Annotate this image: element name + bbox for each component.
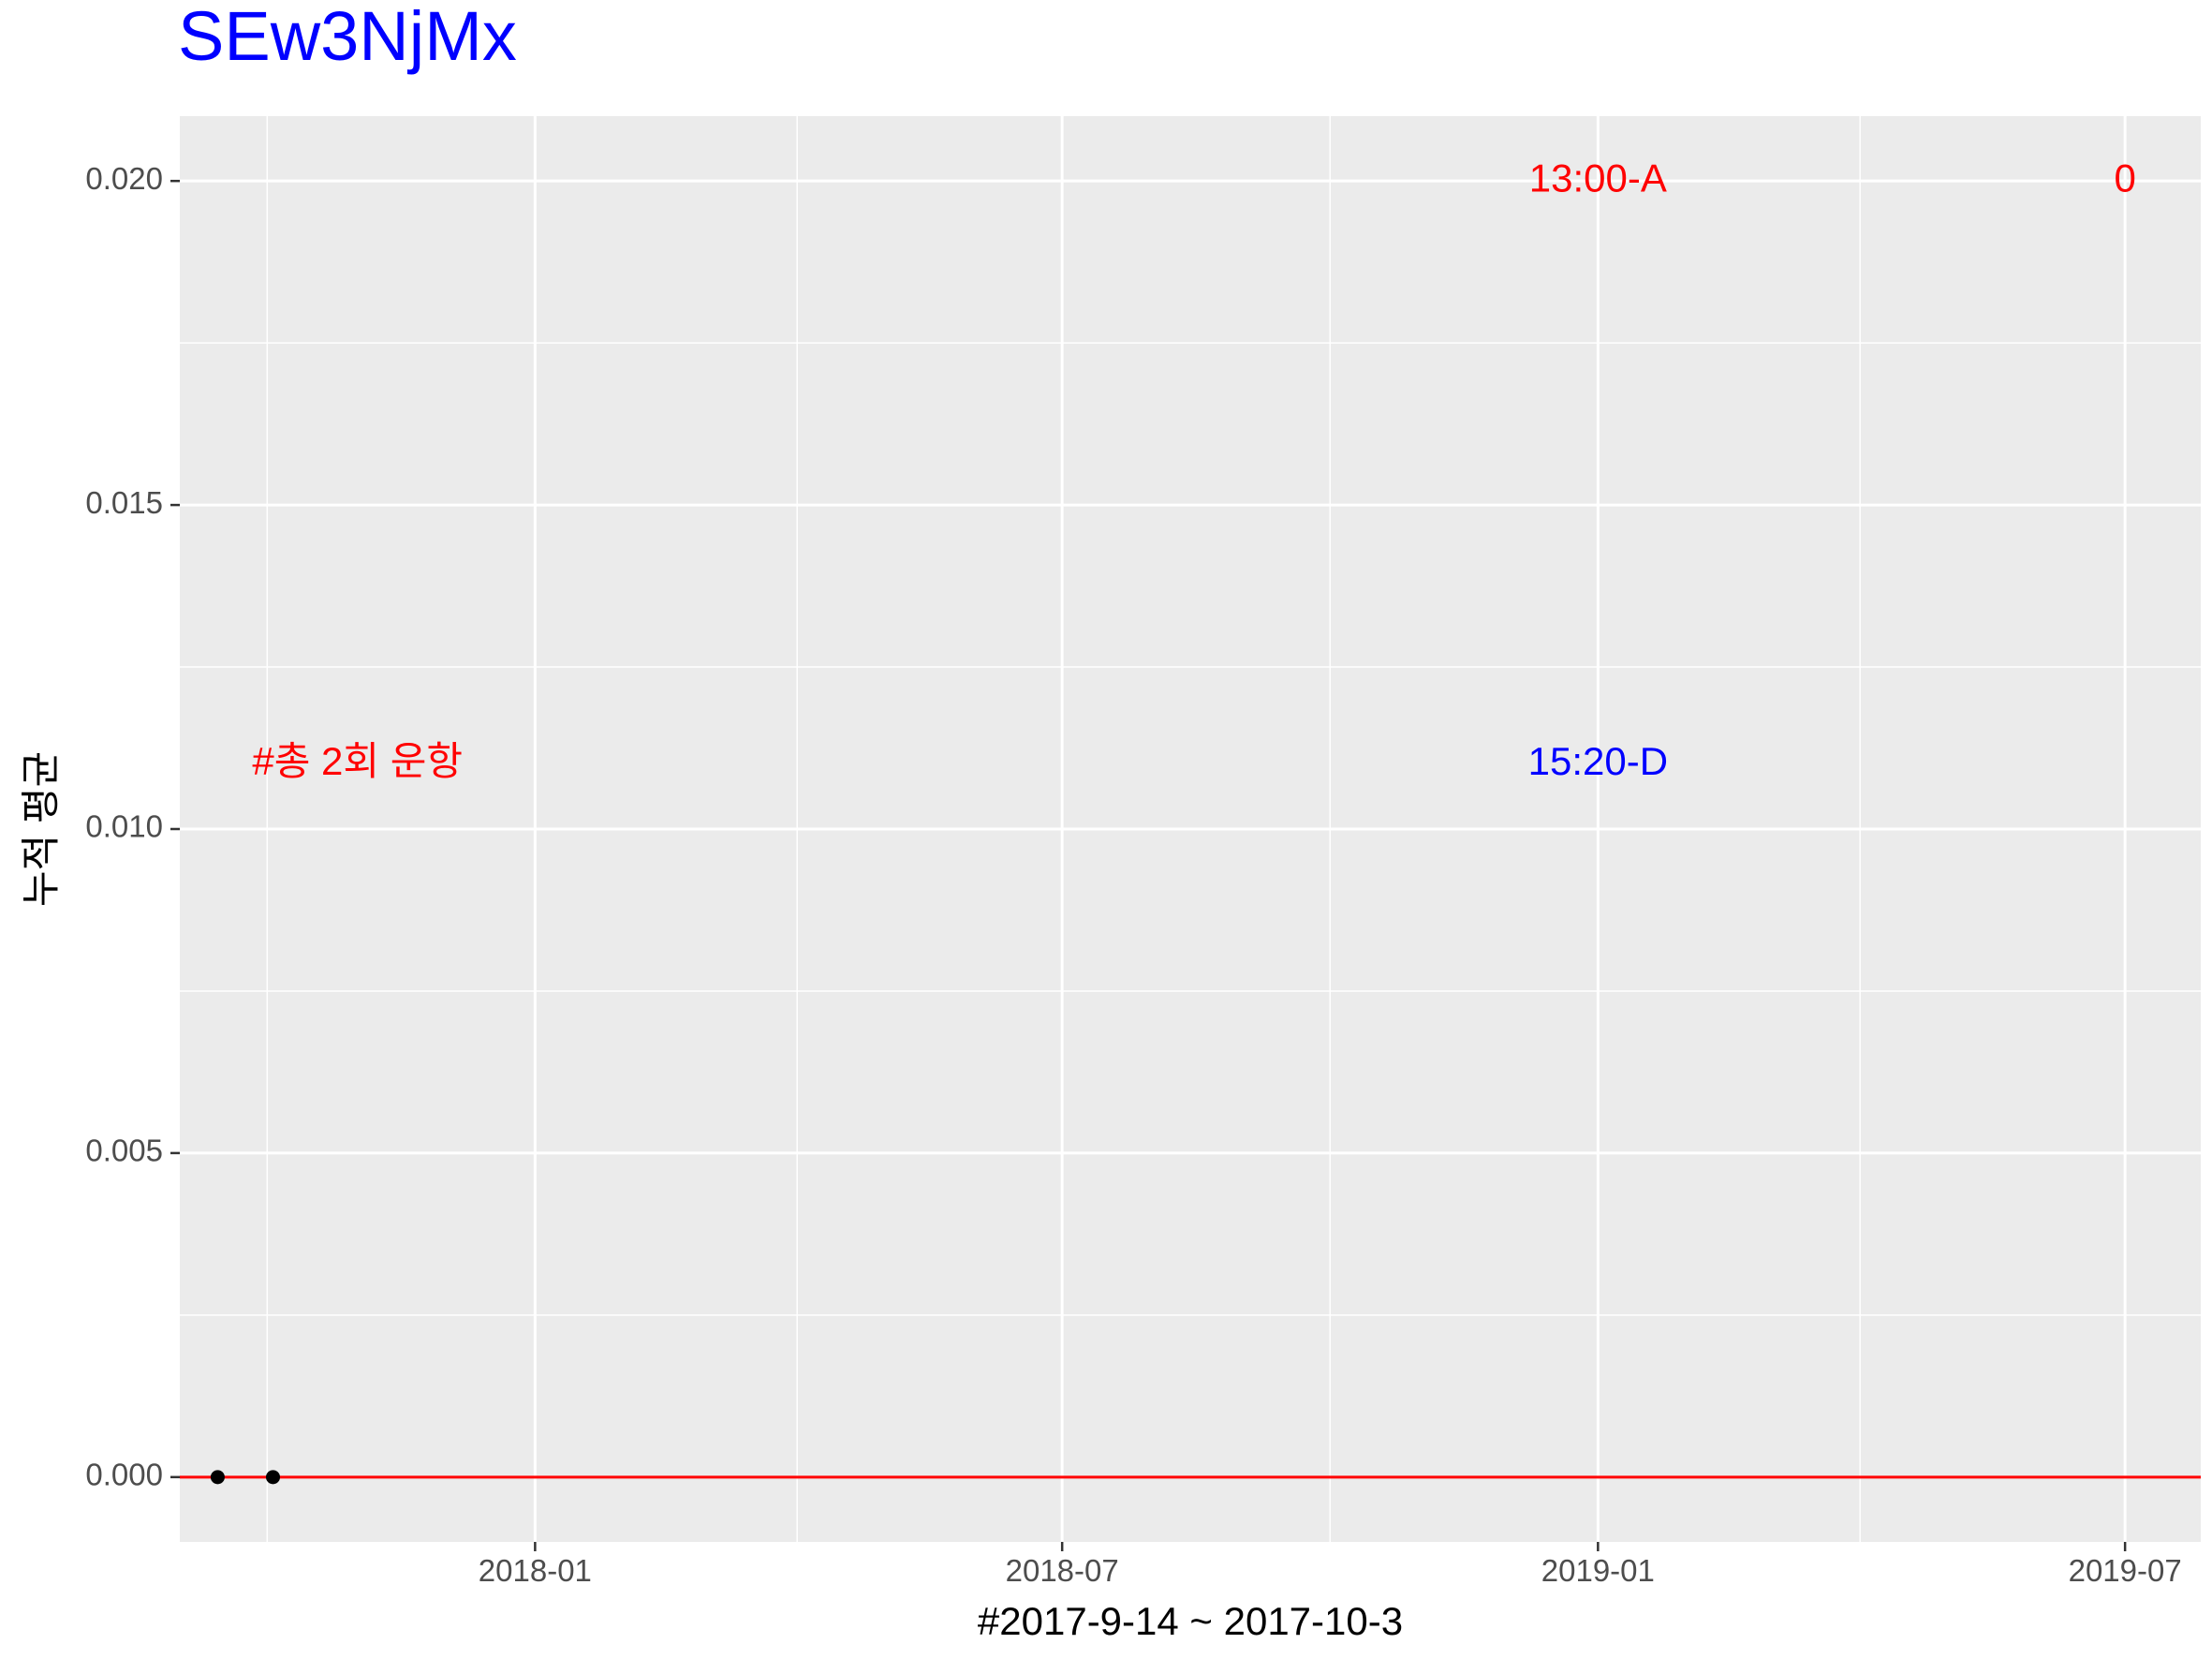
annotations-layer: #총 2회 운항 13:00-A 0 15:20-D [252, 156, 2135, 783]
y-tick-label: 0.020 [85, 161, 163, 196]
points-layer [210, 1470, 281, 1485]
data-point [210, 1470, 225, 1485]
chart-title: SEw3NjMx [178, 0, 517, 75]
y-tick-label: 0.010 [85, 809, 163, 844]
annotation-label: 0 [2114, 156, 2135, 200]
x-tick-label: 2019-01 [1541, 1553, 1655, 1588]
annotation-label: 15:20-D [1528, 739, 1668, 783]
y-axis: 0.000 0.005 0.010 0.015 0.020 [85, 161, 180, 1492]
x-axis-title: #2017-9-14 ~ 2017-10-3 [978, 1599, 1403, 1643]
data-point [266, 1470, 281, 1485]
y-tick-label: 0.005 [85, 1133, 163, 1168]
y-axis-title: 누적 평균 [19, 751, 63, 907]
major-gridlines [180, 116, 2201, 1542]
annotation-label: #총 2회 운항 [252, 739, 463, 783]
annotation-label: 13:00-A [1529, 156, 1667, 200]
y-tick-label: 0.000 [85, 1458, 163, 1492]
y-tick-label: 0.015 [85, 485, 163, 520]
x-tick-label: 2018-07 [1006, 1553, 1119, 1588]
x-tick-label: 2018-01 [479, 1553, 592, 1588]
x-tick-label: 2019-07 [2069, 1553, 2182, 1588]
x-axis: 2018-01 2018-07 2019-01 2019-07 [479, 1542, 2182, 1588]
